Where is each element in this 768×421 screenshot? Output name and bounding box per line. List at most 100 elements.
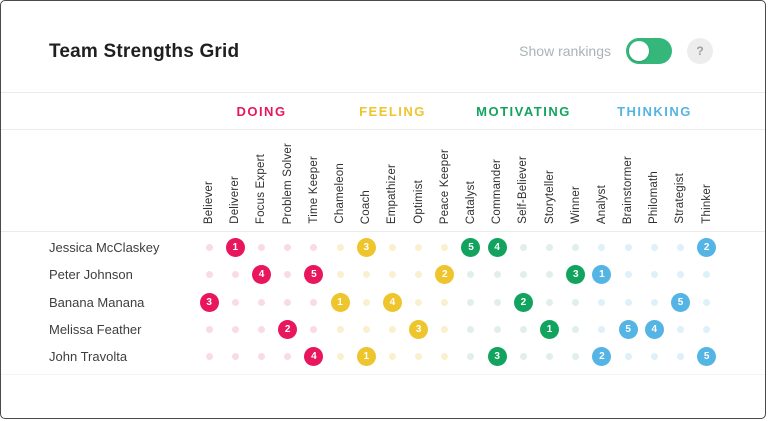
empty-dot (467, 353, 475, 361)
grid-cell (694, 316, 720, 343)
empty-dot (284, 271, 292, 279)
column-header-label: Peace Keeper (438, 148, 451, 224)
empty-dot (546, 244, 554, 252)
category-label-thinking: THINKING (617, 103, 692, 119)
ranking-badge: 4 (304, 347, 324, 367)
empty-dot (310, 326, 318, 334)
column-header-label: Winner (569, 186, 582, 224)
grid-cell (694, 261, 720, 288)
column-header-label: Time Keeper (307, 156, 320, 224)
column-header-row: Believer Deliverer Focus Expert Problem Sol… (196, 130, 720, 231)
show-rankings-toggle[interactable] (626, 38, 672, 64)
grid-cell (667, 261, 693, 288)
empty-dot (415, 353, 423, 361)
header-controls: Show rankings ? (519, 38, 713, 64)
grid-cell: 5 (301, 261, 327, 288)
person-name: Melissa Feather (49, 322, 142, 338)
help-button[interactable]: ? (687, 38, 713, 64)
grid-cell: 5 (667, 289, 693, 316)
column-header-chameleon: Chameleon (327, 130, 353, 231)
grid-cell: 1 (327, 289, 353, 316)
empty-dot (231, 271, 239, 279)
person-name: Jessica McClaskey (49, 240, 160, 256)
grid-cell (615, 261, 641, 288)
grid-cell (536, 234, 562, 261)
column-header-catalyst: Catalyst (458, 130, 484, 231)
ranking-badge: 1 (356, 347, 376, 367)
column-header-focus-expert: Focus Expert (248, 130, 274, 231)
empty-dot (205, 326, 213, 334)
grid-cell (196, 261, 222, 288)
grid-cell (563, 343, 589, 370)
grid-cell (222, 316, 248, 343)
empty-dot (388, 326, 396, 334)
empty-dot (703, 326, 711, 334)
grid-cell (248, 234, 274, 261)
grid-cell (536, 289, 562, 316)
grid-cell: 1 (222, 234, 248, 261)
grid-cell: 5 (615, 316, 641, 343)
column-header-label: Empathizer (386, 163, 399, 224)
ranking-badge: 5 (670, 292, 690, 312)
grid-cell: 3 (406, 316, 432, 343)
grid-cell (432, 234, 458, 261)
empty-dot (598, 298, 606, 306)
grid-cell (379, 261, 405, 288)
grid-cell (353, 289, 379, 316)
divider (1, 374, 765, 375)
grid-cell (458, 289, 484, 316)
grid-cell: 4 (379, 289, 405, 316)
grid-cell: 3 (353, 234, 379, 261)
empty-dot (650, 353, 658, 361)
page-header: Team Strengths Grid Show rankings ? (1, 1, 765, 92)
empty-dot (624, 298, 632, 306)
grid-cell (379, 234, 405, 261)
grid-cell (275, 289, 301, 316)
empty-dot (257, 298, 265, 306)
ranking-badge: 2 (697, 238, 717, 258)
empty-dot (257, 353, 265, 361)
grid-cell (589, 316, 615, 343)
empty-dot (676, 326, 684, 334)
empty-dot (572, 298, 580, 306)
empty-dot (231, 298, 239, 306)
grid-cell: 1 (353, 343, 379, 370)
column-header-label: Analyst (595, 184, 608, 224)
grid-cell: 5 (458, 234, 484, 261)
grid-cell: 3 (563, 261, 589, 288)
empty-dot (546, 271, 554, 279)
grid-cell (484, 289, 510, 316)
column-header-label: Problem Solver (281, 142, 294, 224)
column-header-optimist: Optimist (406, 130, 432, 231)
empty-dot (415, 298, 423, 306)
ranking-badge: 2 (278, 320, 298, 340)
empty-dot (336, 244, 344, 252)
column-header-coach: Coach (353, 130, 379, 231)
empty-dot (650, 298, 658, 306)
column-header-label: Strategist (674, 173, 687, 224)
grid-cell (563, 289, 589, 316)
empty-dot (519, 271, 527, 279)
grid-cell (563, 316, 589, 343)
grid-cell: 2 (694, 234, 720, 261)
empty-dot (310, 298, 318, 306)
grid-cell (432, 289, 458, 316)
ranking-badge: 4 (487, 238, 507, 258)
category-label-feeling: FEELING (359, 103, 426, 119)
empty-dot (231, 353, 239, 361)
empty-dot (546, 353, 554, 361)
ranking-badge: 1 (540, 320, 560, 340)
ranking-badge: 2 (592, 347, 612, 367)
toggle-knob-icon (629, 41, 649, 61)
ranking-badge: 3 (566, 265, 586, 285)
grid-cell (406, 343, 432, 370)
grid-cell (275, 234, 301, 261)
grid-cell (641, 261, 667, 288)
person-name: Peter Johnson (49, 267, 133, 283)
grid-cell (196, 234, 222, 261)
grid-cell (327, 343, 353, 370)
empty-dot (519, 326, 527, 334)
empty-dot (650, 271, 658, 279)
column-header-deliverer: Deliverer (222, 130, 248, 231)
